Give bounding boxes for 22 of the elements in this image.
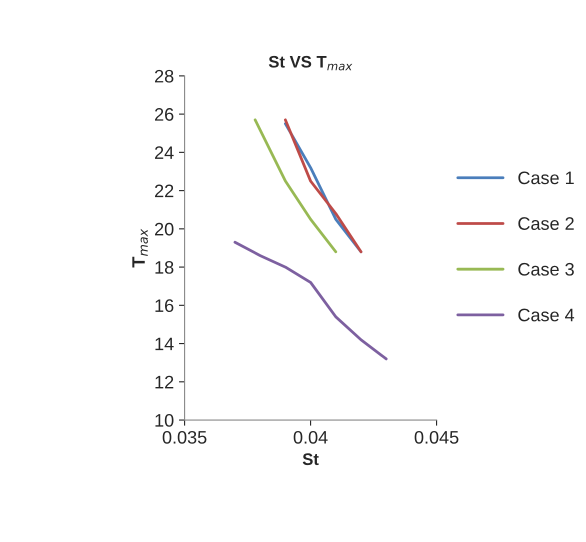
y-axis-title: T$_{max}$ (132, 228, 148, 268)
line-series (254, 118, 338, 254)
y-tick-label: 28 (155, 70, 174, 83)
chart-title: St VS T$_{max}$ (268, 56, 352, 70)
y-tick-label: 20 (155, 222, 174, 236)
legend-label: Case 1 (518, 171, 574, 184)
y-tick-label: 10 (155, 414, 174, 427)
y-tick-label: 14 (155, 338, 174, 350)
legend-label: Case 3 (518, 262, 574, 276)
legend-label: Case 4 (518, 308, 574, 322)
x-tick-label: 0.04 (294, 430, 328, 444)
y-tick-label: 24 (155, 146, 174, 159)
x-tick-label: 0.045 (414, 430, 458, 444)
y-tick-label: 18 (155, 261, 174, 274)
line-series (234, 240, 388, 360)
y-tick-label: 16 (155, 299, 174, 312)
y-tick-label: 26 (155, 108, 174, 121)
legend-label: Case 2 (518, 217, 574, 230)
y-tick-label: 12 (155, 376, 174, 388)
y-tick-label: 22 (155, 184, 174, 198)
x-axis-title: St (302, 453, 319, 466)
x-tick-label: 0.035 (162, 430, 206, 444)
